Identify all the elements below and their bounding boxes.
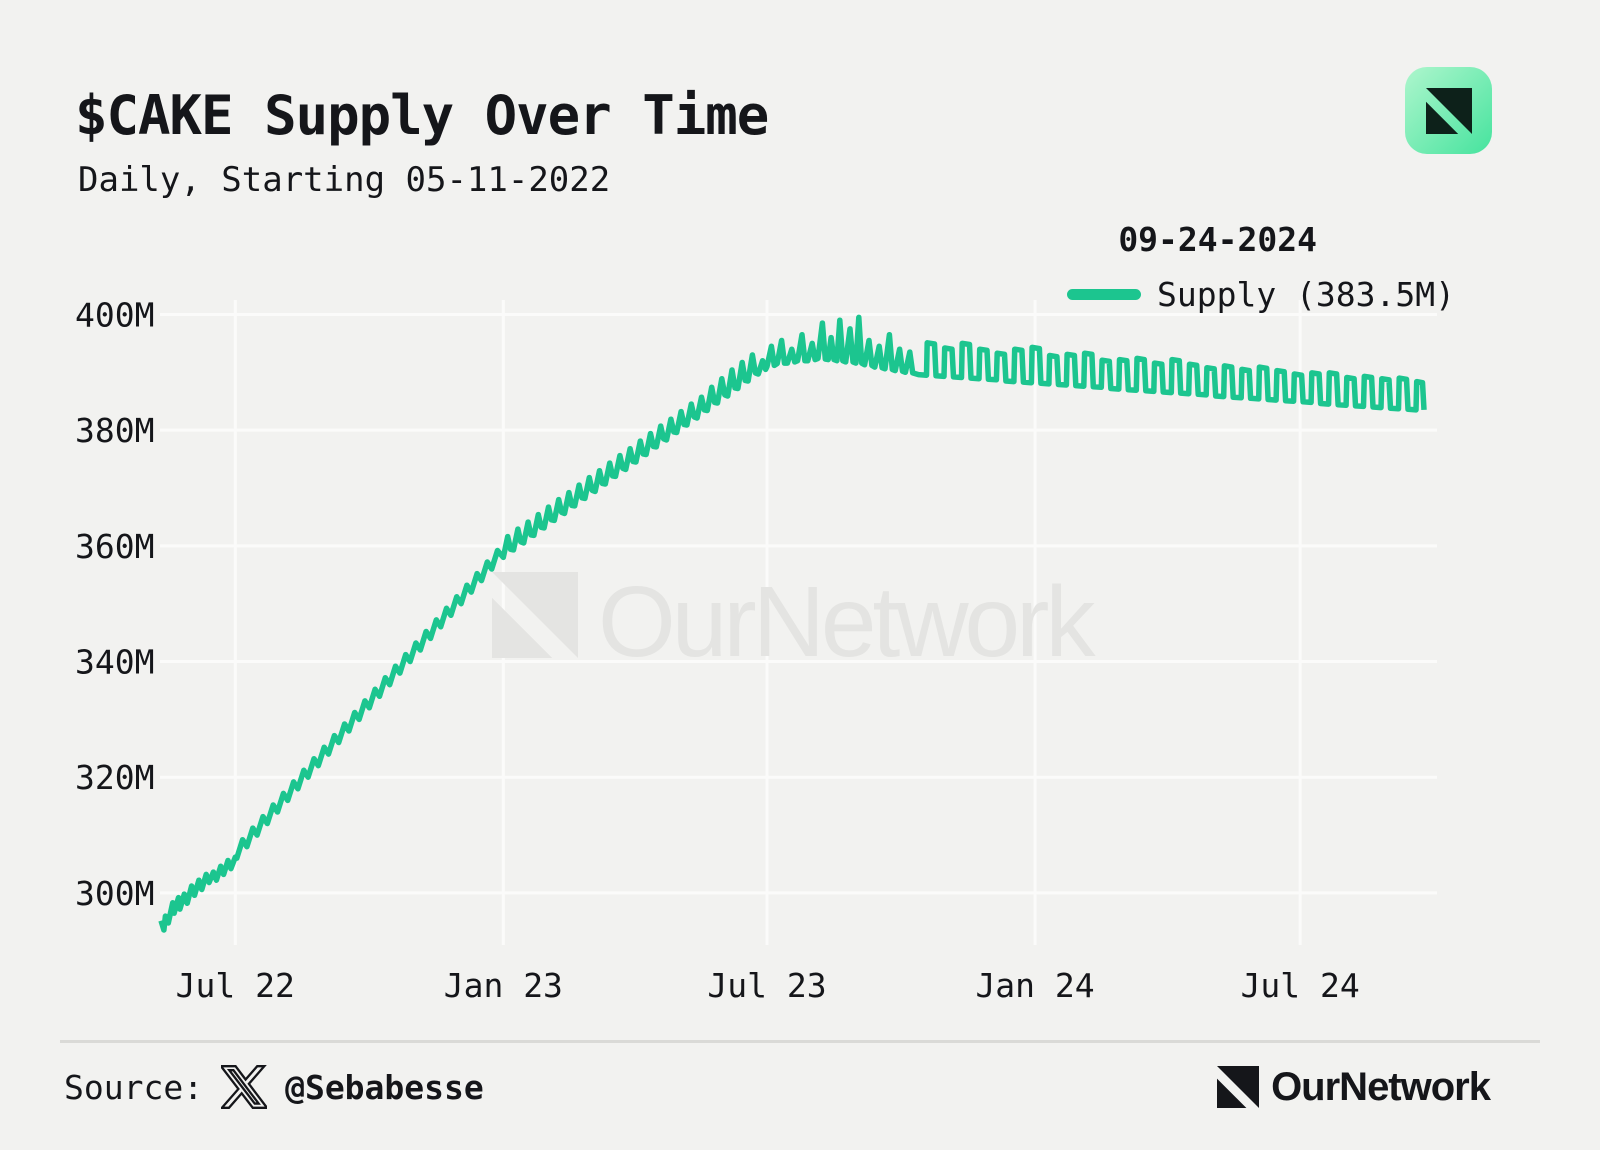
ournetwork-app-icon	[1405, 67, 1492, 154]
y-tick-label: 320M	[75, 758, 154, 797]
footer: Source: @Sebabesse OurNetwork	[64, 1056, 1491, 1118]
ournetwork-brand: OurNetwork	[1217, 1064, 1491, 1110]
ournetwork-logo-icon	[1217, 1066, 1260, 1108]
x-twitter-icon	[221, 1065, 268, 1109]
legend-date: 09-24-2024	[1118, 220, 1317, 259]
source-label: Source:	[64, 1067, 204, 1107]
ournetwork-n-icon	[1425, 87, 1472, 134]
y-tick-label: 400M	[75, 295, 154, 334]
axis-labels: 300M 320M 340M 360M 380M 400M Jul 22 Jan 23 Jul …	[75, 295, 1360, 1005]
supply-series-line	[158, 314, 1427, 933]
legend-line-swatch	[1066, 289, 1141, 300]
watermark-logo-icon	[492, 572, 578, 658]
y-tick-label: 340M	[75, 643, 154, 682]
legend-series-row: Supply (383.5M)	[1066, 275, 1455, 314]
x-tick-label: Jul 22	[176, 966, 295, 1005]
y-tick-label: 300M	[75, 874, 154, 913]
x-tick-label: Jul 24	[1241, 966, 1360, 1005]
x-tick-label: Jan 23	[444, 966, 563, 1005]
x-tick-label: Jul 23	[707, 966, 826, 1005]
x-tick-label: Jan 24	[975, 966, 1094, 1005]
y-tick-label: 380M	[75, 411, 154, 450]
chart-legend: 09-24-2024 Supply (383.5M)	[1066, 220, 1455, 314]
legend-series-label: Supply (383.5M)	[1156, 275, 1455, 314]
chart-watermark: OurNetwork	[492, 566, 1100, 678]
n-glyph-top-triangle	[1425, 87, 1472, 134]
watermark-text: OurNetwork	[598, 566, 1096, 678]
footer-divider	[60, 1040, 1540, 1043]
chart-series	[158, 314, 1427, 933]
page-subtitle: Daily, Starting 05-11-2022	[78, 160, 611, 200]
y-tick-label: 360M	[75, 527, 154, 566]
supply-line-chart: OurNetwork 300M 320M 340M 360M 380M 400M Jul 2…	[75, 295, 1437, 1005]
source-handle: @Sebabesse	[285, 1067, 484, 1107]
brand-name: OurNetwork	[1271, 1064, 1491, 1109]
source-attribution: Source: @Sebabesse	[64, 1064, 484, 1110]
page-title: $CAKE Supply Over Time	[75, 84, 769, 147]
